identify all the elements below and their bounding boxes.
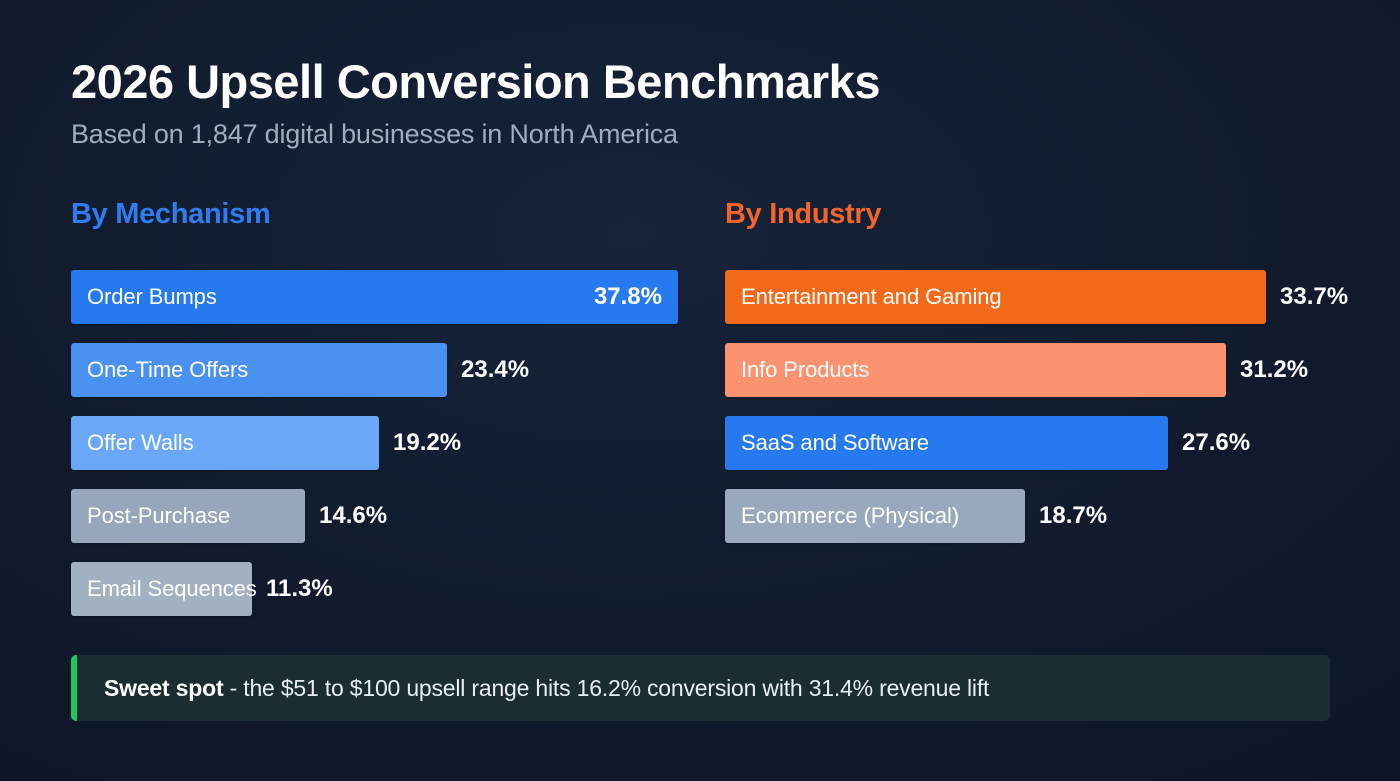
bar-row: One-Time Offers 23.4% xyxy=(71,343,691,397)
bar-row: Info Products 31.2% xyxy=(725,343,1345,397)
bar-label: Info Products xyxy=(741,357,870,382)
bar-label: SaaS and Software xyxy=(741,430,929,455)
bar-list-industry: Entertainment and Gaming 33.7% Info Produc… xyxy=(725,270,1349,543)
bar-label: Entertainment and Gaming xyxy=(741,284,1002,309)
bar: SaaS and Software xyxy=(725,416,1168,470)
bar-value: 23.4% xyxy=(461,356,530,383)
bar-value: 31.2% xyxy=(1240,356,1309,383)
bar-row: Offer Walls 19.2% xyxy=(71,416,691,470)
chart-column-mechanism: By Mechanism Order Bumps 37.8% One-Time Of… xyxy=(71,200,691,635)
bar: Ecommerce (Physical) xyxy=(725,489,1025,543)
bar-value: 18.7% xyxy=(1039,502,1108,529)
bar: Email Sequences xyxy=(71,562,257,616)
section-heading-industry: By Industry xyxy=(725,198,882,230)
bar-value: 14.6% xyxy=(319,502,388,529)
header: 2026 Upsell Conversion Benchmarks Based … xyxy=(71,55,1331,150)
bar-value: 27.6% xyxy=(1182,429,1251,456)
bar-row: Post-Purchase 14.6% xyxy=(71,489,691,543)
bar-row: Email Sequences 11.3% xyxy=(71,562,691,616)
sweet-spot-callout: Sweet spot - the $51 to $100 upsell rang… xyxy=(71,655,1330,721)
bar-label: Offer Walls xyxy=(87,430,194,455)
bar-row: SaaS and Software 27.6% xyxy=(725,416,1345,470)
bar-value: 33.7% xyxy=(1280,283,1349,310)
bar: Order Bumps 37.8% xyxy=(71,270,678,324)
bar-value: 19.2% xyxy=(393,429,462,456)
section-heading-mechanism: By Mechanism xyxy=(71,198,271,230)
page-subtitle: Based on 1,847 digital businesses in Nor… xyxy=(71,118,678,149)
bar: Entertainment and Gaming xyxy=(725,270,1266,324)
bar-row: Entertainment and Gaming 33.7% xyxy=(725,270,1349,324)
bar: Post-Purchase xyxy=(71,489,305,543)
bar: Info Products xyxy=(725,343,1226,397)
bar-label: Ecommerce (Physical) xyxy=(741,503,960,528)
bar-label: Email Sequences xyxy=(87,576,257,601)
chart-column-industry: By Industry Entertainment and Gaming 33.7… xyxy=(725,198,1349,562)
bar-list-mechanism: Order Bumps 37.8% One-Time Offers 23.4% Offe… xyxy=(71,270,691,616)
bar-label: Post-Purchase xyxy=(87,503,230,528)
page-title: 2026 Upsell Conversion Benchmarks xyxy=(71,55,880,108)
callout-body: - the $51 to $100 upsell range hits 16.2… xyxy=(223,674,990,701)
bar-value: 11.3% xyxy=(266,575,333,602)
bar-label: One-Time Offers xyxy=(87,357,249,382)
bar: Offer Walls xyxy=(71,416,379,470)
bar-label: Order Bumps xyxy=(87,284,217,309)
bar: One-Time Offers xyxy=(71,343,447,397)
callout-text: Sweet spot - the $51 to $100 upsell rang… xyxy=(77,675,989,702)
bar-row: Order Bumps 37.8% xyxy=(71,270,691,324)
callout-accent-bar xyxy=(71,655,77,721)
bar-row: Ecommerce (Physical) 18.7% xyxy=(725,489,1345,543)
callout-lead: Sweet spot xyxy=(104,674,224,701)
bar-value: 37.8% xyxy=(593,283,662,310)
